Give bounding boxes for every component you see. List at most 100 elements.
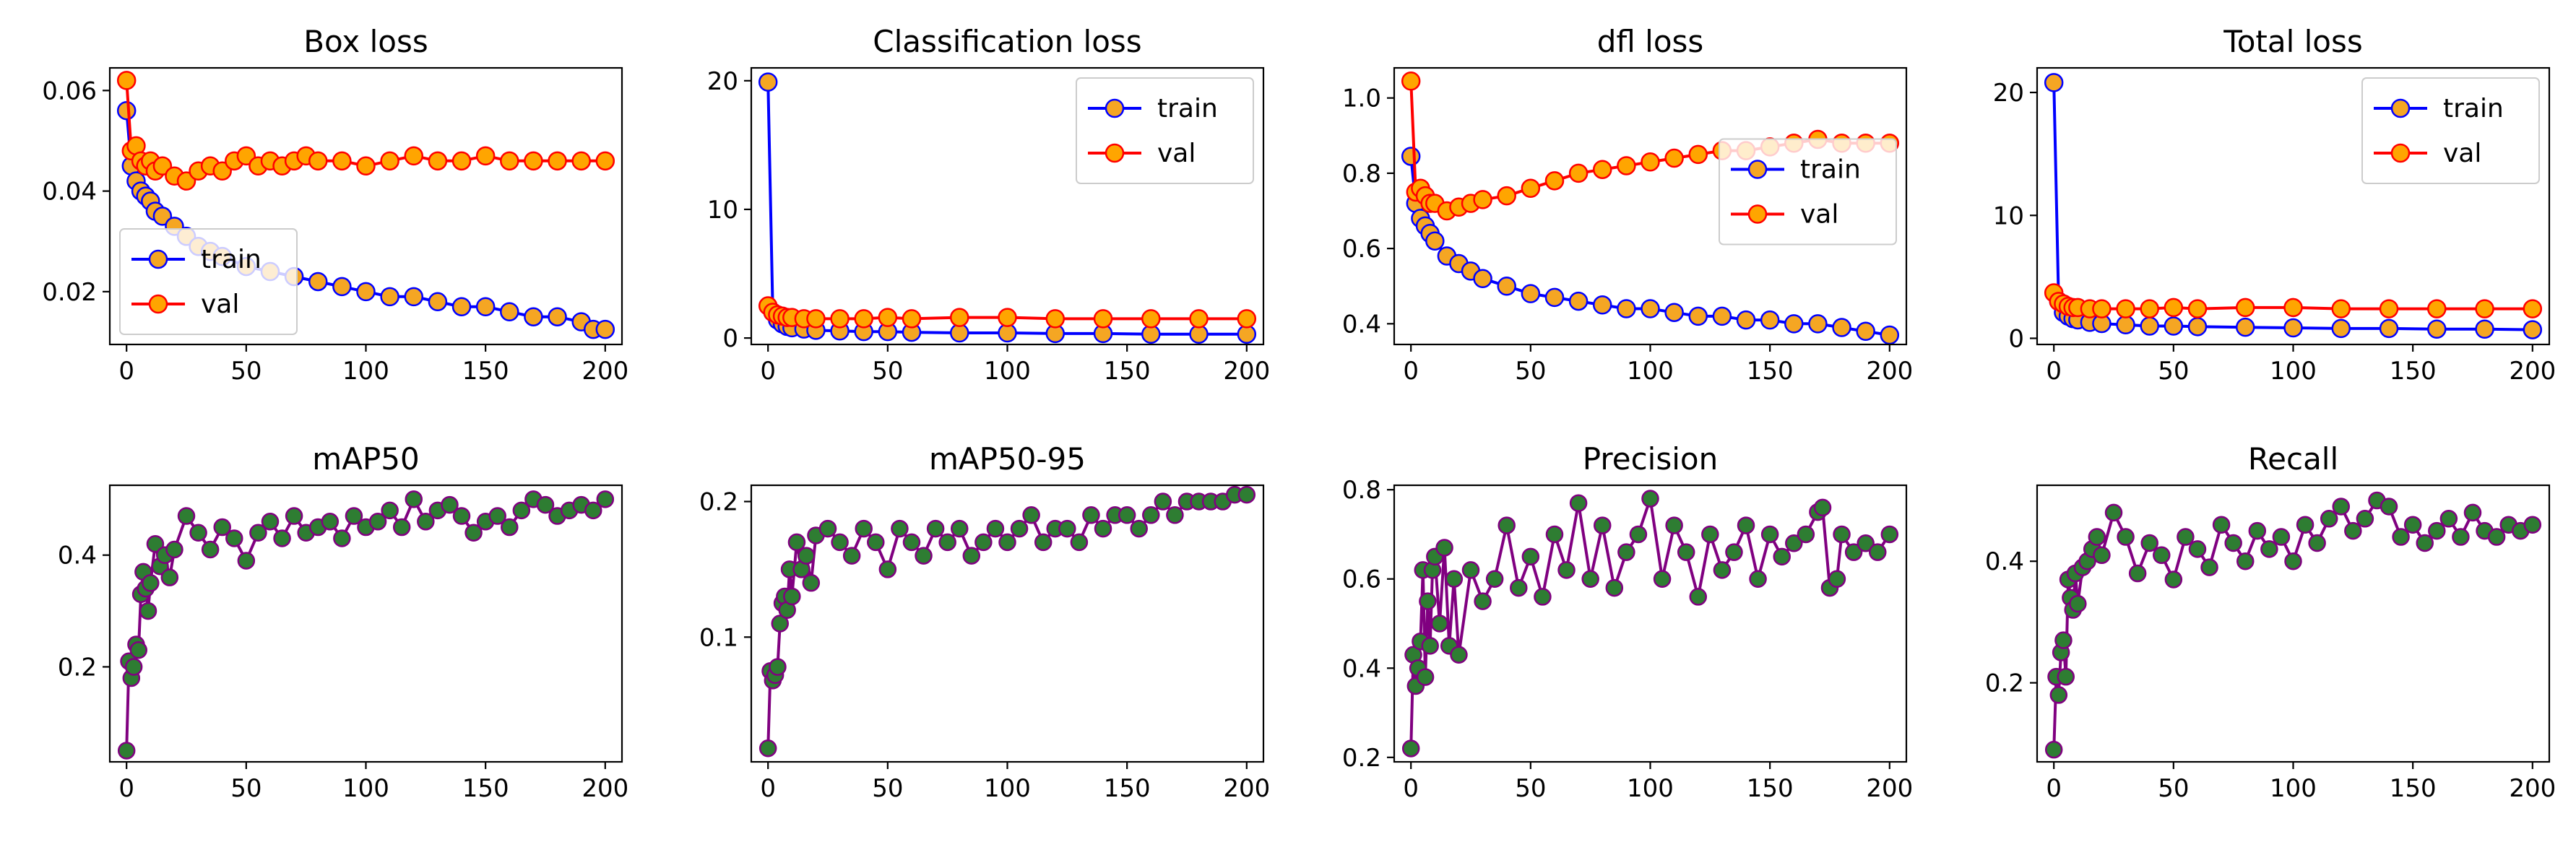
subplot-title: dfl loss <box>1597 24 1704 59</box>
data-point-val <box>380 151 399 171</box>
plot-area <box>2044 73 2543 339</box>
data-point-metric <box>1605 578 1624 597</box>
data-point-metric <box>1070 533 1089 552</box>
y-tick-label: 0.6 <box>1342 235 1381 264</box>
x-tick-label: 0 <box>760 774 776 803</box>
data-point-train <box>1856 321 1875 342</box>
data-point-metric <box>417 513 435 531</box>
data-point-train <box>356 282 376 302</box>
x-tick-label: 150 <box>1747 774 1794 803</box>
data-point-metric <box>2088 528 2106 546</box>
data-point-metric <box>2463 503 2482 522</box>
subplot-map50-95: mAP50-95 0 50 100 150 200 0.1 0.2 <box>699 441 1270 803</box>
data-point-val <box>404 146 424 166</box>
data-point-train <box>2523 320 2543 339</box>
data-point-metric <box>2188 540 2207 558</box>
data-point-val <box>2164 298 2184 318</box>
data-point-metric <box>915 547 933 565</box>
data-point-metric <box>2403 516 2422 534</box>
x-tick-label: 0 <box>118 357 134 386</box>
data-point-metric <box>368 513 387 531</box>
data-point-val <box>451 151 472 171</box>
data-point-train <box>1544 287 1565 308</box>
data-point-train <box>2187 317 2208 337</box>
data-point-metric <box>261 513 280 531</box>
data-point-metric <box>998 533 1016 552</box>
x-tick-label: 50 <box>2158 357 2189 386</box>
data-point-metric <box>2212 516 2231 534</box>
data-point-metric <box>1445 570 1464 588</box>
data-point-train <box>451 297 472 317</box>
data-point-metric <box>2044 740 2063 759</box>
data-point-metric <box>2439 510 2458 528</box>
data-point-val <box>332 151 352 171</box>
y-tick-label: 0.8 <box>1342 476 1381 505</box>
x-tick-label: 100 <box>342 774 389 803</box>
legend-marker-train <box>148 249 168 269</box>
data-point-metric <box>2296 516 2314 534</box>
data-point-metric <box>2054 631 2073 649</box>
legend: train val <box>2361 77 2540 184</box>
data-point-metric <box>201 540 220 559</box>
subplot-classification-loss: Classification loss 0 50 100 150 200 0 10 20 trai… <box>707 24 1271 386</box>
data-point-metric <box>1773 547 1791 566</box>
data-point-metric <box>2069 594 2087 613</box>
data-point-metric <box>769 658 787 676</box>
data-point-metric <box>2140 534 2158 552</box>
data-point-metric <box>345 507 363 525</box>
data-point-metric <box>321 513 340 531</box>
subplot-precision: Precision 0 50 100 150 200 0.2 0.4 0.6 0.8 <box>1342 441 1913 803</box>
legend-marker-val <box>148 294 168 314</box>
data-point-metric <box>2200 558 2218 576</box>
data-point-val <box>2283 298 2303 318</box>
data-point-metric <box>867 533 885 552</box>
data-point-train <box>1401 147 1421 166</box>
data-point-train <box>1880 325 1900 344</box>
data-point-metric <box>2104 503 2123 522</box>
data-point-metric <box>1421 637 1439 655</box>
legend: train val <box>119 228 298 335</box>
data-point-metric <box>1557 561 1576 579</box>
y-tick-label: 0.4 <box>1985 547 2024 576</box>
data-point-train <box>2475 319 2494 339</box>
data-point-train <box>2116 315 2135 335</box>
data-point-metric <box>160 568 179 586</box>
y-tick-label: 0 <box>722 324 738 353</box>
legend-label-train: train <box>1800 155 1861 185</box>
data-point-val <box>998 308 1017 327</box>
data-point-val <box>116 71 137 90</box>
data-point-train <box>308 272 328 292</box>
data-point-val <box>1045 309 1066 329</box>
subplot-title: Box loss <box>303 24 428 59</box>
data-point-metric <box>1545 525 1564 544</box>
data-point-metric <box>2428 521 2446 540</box>
data-point-metric <box>213 518 231 537</box>
data-point-metric <box>1641 490 1659 508</box>
data-point-val <box>548 151 567 171</box>
subplot-title: Precision <box>1583 441 1718 477</box>
data-point-metric <box>1510 578 1528 597</box>
data-point-train <box>428 292 448 312</box>
data-point-val <box>2187 299 2208 318</box>
data-point-val <box>428 151 448 171</box>
x-tick-label: 0 <box>2046 774 2062 803</box>
legend: train val <box>1076 77 1254 184</box>
data-point-metric <box>1237 485 1256 504</box>
data-point-metric <box>1653 570 1672 588</box>
x-tick-label: 50 <box>230 774 262 803</box>
plot-area <box>116 71 615 339</box>
data-point-train <box>524 307 543 326</box>
data-point-metric <box>2177 528 2195 546</box>
data-point-train <box>1568 291 1589 311</box>
data-point-metric <box>2236 552 2255 570</box>
data-point-metric <box>584 501 602 520</box>
data-point-metric <box>452 507 471 525</box>
plot-area <box>1401 490 1899 758</box>
data-point-val <box>949 308 969 327</box>
subplot-total-loss: Total loss 0 50 100 150 200 0 10 20 train val <box>1993 24 2556 386</box>
y-tick-label: 0.2 <box>1342 744 1381 773</box>
data-point-val <box>1093 309 1113 329</box>
y-tick-label: 0 <box>2008 324 2024 353</box>
data-point-metric <box>1725 543 1743 561</box>
data-point-metric <box>392 518 411 537</box>
